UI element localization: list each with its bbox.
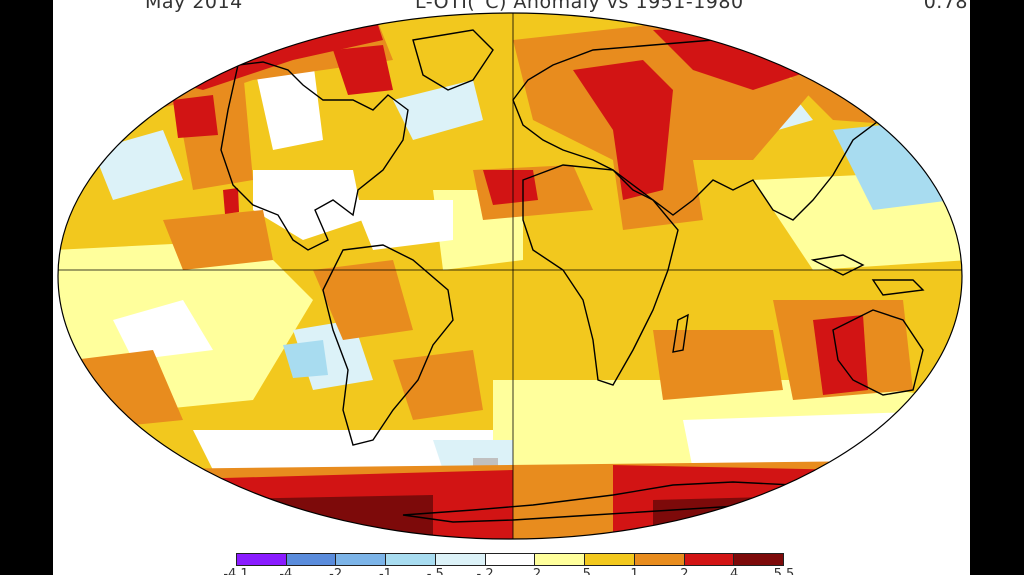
anomaly-region [393, 80, 483, 140]
grid-lines [58, 13, 962, 539]
global-mean-value: 0.78 [923, 0, 968, 13]
legend-tick-label: 5.5 [773, 567, 795, 575]
anomaly-region [353, 200, 453, 250]
legend-swatch [535, 554, 586, 565]
anomaly-region [313, 260, 413, 340]
anomaly-region [253, 60, 323, 150]
legend-swatch [386, 554, 436, 565]
legend-swatch [585, 554, 635, 565]
legend-tick-label: -.5 [426, 567, 444, 575]
legend-tick-label: .5 [578, 567, 591, 575]
legend-tick-label: .2 [528, 567, 542, 575]
anomaly-region [223, 188, 239, 214]
legend-swatch [634, 554, 685, 565]
legend-swatch [286, 554, 337, 565]
legend-swatch [435, 554, 486, 565]
anomaly-region [283, 340, 328, 378]
legend-tick-labels: -4.1 -4 -2 -1 -.5 -.2 .2 .5 1 2 4 5.5 [223, 567, 794, 575]
legend-tick-label: 4 [730, 567, 739, 575]
legend-swatch [684, 554, 735, 565]
anomaly-region [173, 95, 218, 138]
legend-swatch [237, 554, 287, 565]
legend-tick-label: -4 [279, 567, 293, 575]
anomaly-region [163, 210, 273, 270]
map-title: L-OTI(°C) Anomaly vs 1951-1980 [415, 0, 744, 13]
anomaly-region [333, 45, 393, 95]
anomaly-region [253, 170, 363, 240]
legend-swatch [734, 554, 784, 565]
anomaly-region [483, 170, 538, 205]
legend-tick-label: -2 [329, 567, 343, 575]
legend-tick-label: 2 [680, 567, 689, 575]
anomaly-region [573, 60, 673, 200]
anomaly-region [683, 410, 962, 470]
legend-tick-label: 1 [630, 567, 639, 575]
map-date: May 2014 [145, 0, 243, 13]
anomaly-region [653, 495, 853, 539]
legend-tick-label: -.2 [476, 567, 494, 575]
anomaly-region [653, 330, 783, 400]
anomaly-region [193, 430, 493, 470]
color-scale-legend [236, 553, 784, 566]
anomaly-region [813, 315, 868, 395]
anomaly-region [393, 350, 483, 420]
legend-tick-label: -1 [378, 567, 392, 575]
anomaly-region [173, 495, 433, 539]
legend-swatch [485, 554, 536, 565]
legend-tick-label: -4.1 [223, 567, 249, 575]
temperature-anomaly-map [57, 12, 963, 540]
map-border [57, 12, 963, 540]
legend-swatch [336, 554, 387, 565]
anomaly-region [113, 300, 213, 360]
map-panel: May 2014 L-OTI(°C) Anomaly vs 1951-1980 … [53, 0, 970, 575]
